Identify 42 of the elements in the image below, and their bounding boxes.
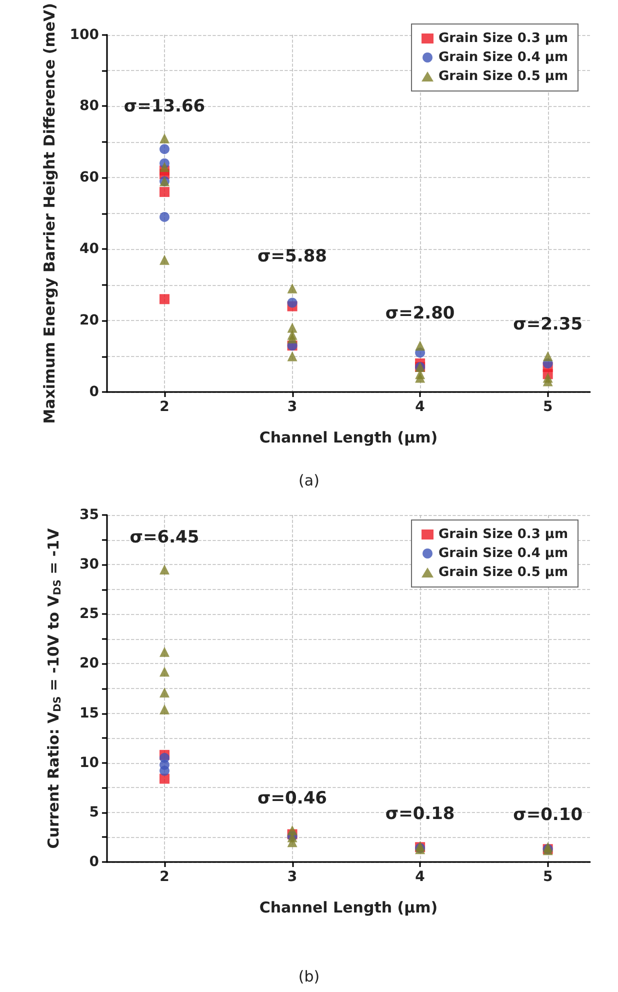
legend-label: Grain Size 0.4 μm (438, 50, 568, 65)
x-tick-label: 5 (542, 399, 553, 415)
text: (b) (298, 968, 320, 986)
y-tick-label: 25 (80, 606, 99, 622)
y-tick-label: 20 (80, 656, 100, 672)
annotation: σ=13.66 (124, 96, 206, 116)
y-tick-label: 40 (80, 241, 100, 258)
annotation: σ=2.35 (513, 314, 583, 334)
x-tick-label: 5 (542, 869, 553, 885)
y-tick-label: 10 (80, 754, 100, 771)
y-tick-label: 15 (80, 705, 99, 722)
y-axis-title: Current Ratio: VDS = -10V to VDS = -1V (44, 528, 64, 849)
y-tick-label: 0 (89, 854, 100, 870)
y-tick-label: 30 (80, 556, 100, 573)
x-tick-label: 4 (415, 869, 426, 885)
annotation: σ=2.80 (385, 304, 455, 324)
y-axis-title: Maximum Energy Barrier Height Difference (meV) (40, 2, 58, 424)
y-tick-label: 5 (89, 804, 99, 820)
x-axis-title: Channel Length (μm) (259, 428, 438, 446)
legend-label: Grain Size 0.3 μm (438, 527, 568, 542)
legend-label: Grain Size 0.3 μm (438, 31, 568, 46)
legend-label: Grain Size 0.5 μm (438, 69, 568, 84)
annotation: σ=0.18 (385, 804, 455, 824)
x-axis-title: Channel Length (μm) (259, 898, 438, 916)
annotation: σ=6.45 (130, 528, 200, 548)
x-tick-label: 4 (415, 399, 426, 415)
y-tick-label: 35 (80, 507, 99, 523)
x-tick-label: 2 (160, 399, 170, 415)
y-tick-label: 0 (89, 384, 100, 400)
annotation: σ=5.88 (258, 246, 327, 266)
y-tick-label: 80 (80, 98, 100, 114)
annotation: σ=0.10 (513, 805, 583, 826)
annotation: σ=0.46 (258, 788, 327, 808)
legend-label: Grain Size 0.4 μm (438, 546, 568, 561)
x-tick-label: 2 (160, 869, 170, 885)
legend-label: Grain Size 0.5 μm (438, 565, 568, 580)
y-tick-label: 20 (80, 312, 100, 329)
x-tick-label: 3 (287, 869, 298, 885)
y-tick-label: 60 (80, 170, 100, 186)
text: (a) (298, 472, 320, 490)
x-tick-label: 3 (287, 399, 298, 415)
y-tick-label: 100 (70, 26, 100, 43)
